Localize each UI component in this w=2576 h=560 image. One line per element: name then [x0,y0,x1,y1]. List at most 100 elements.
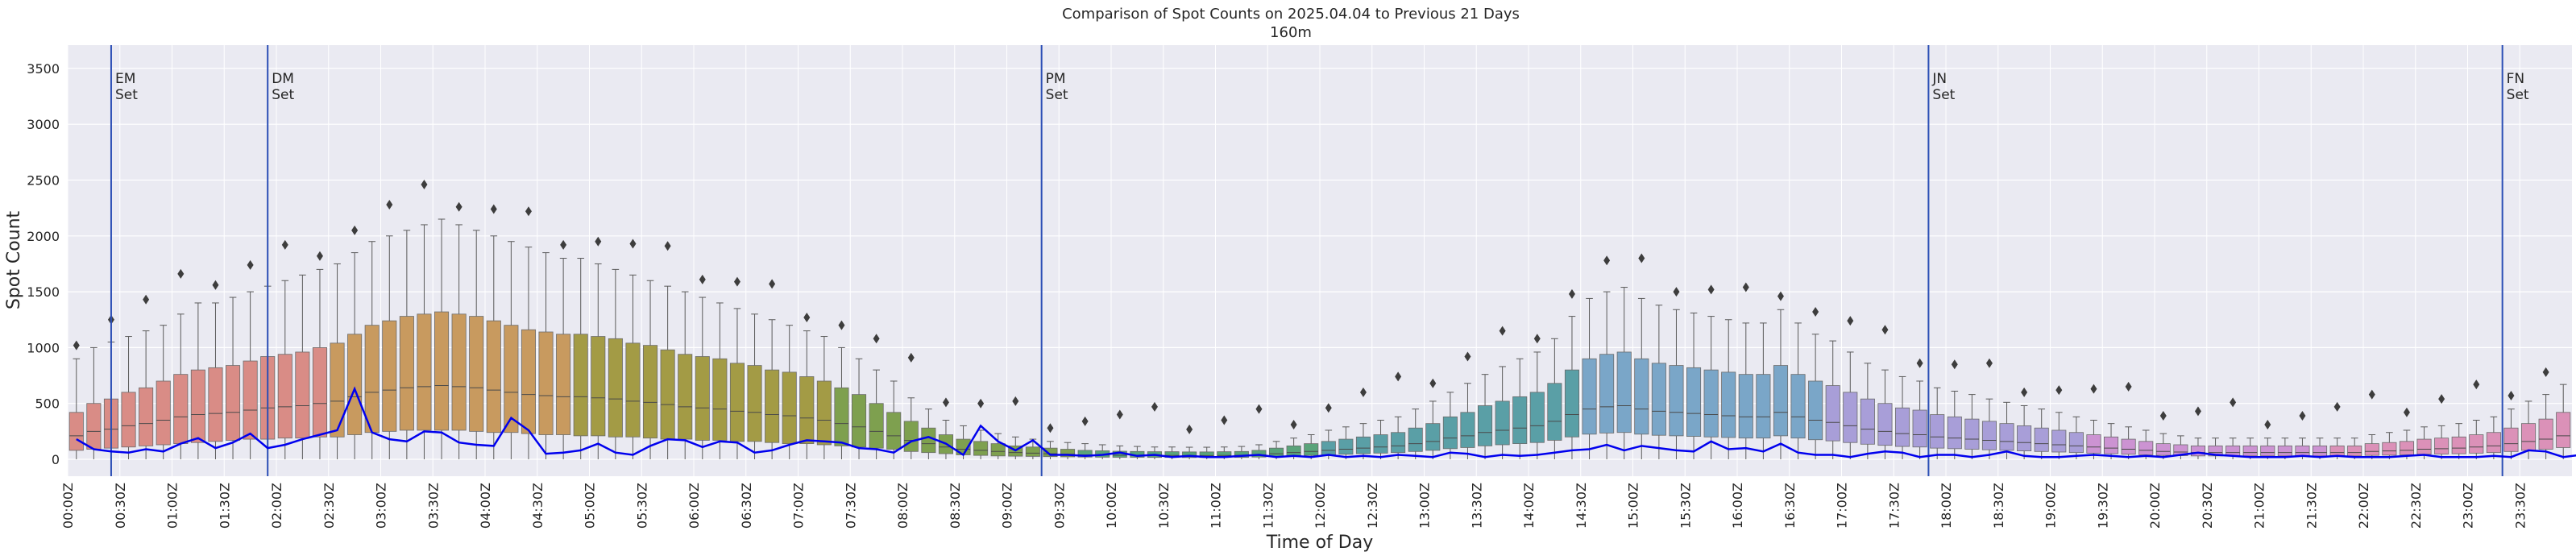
x-tick-label: 00:30Z [113,483,128,529]
x-tick-label: 04:00Z [478,483,493,529]
outlier-point [1742,282,1749,292]
x-tick-label: 23:00Z [2461,483,2476,529]
box-bin [68,412,84,451]
y-ticks: 0 500 1000 1500 2000 2500 3000 3500 [27,61,60,467]
event-label: Set [1046,87,1068,103]
box-bin [486,320,501,433]
x-tick-label: 14:00Z [1521,483,1537,529]
box-bin [1999,423,2014,451]
outlier-point [1533,334,1541,344]
box-bin [660,349,675,440]
outlier-point [1395,371,1402,382]
box-bin [765,369,780,443]
box-bin [1981,421,1997,450]
x-tick-label: 21:00Z [2252,483,2267,529]
box-bin [1060,449,1076,458]
outlier-point [2055,385,2063,396]
box-bin [1529,392,1545,443]
outlier-point [1151,401,1158,412]
box-bin [1425,423,1441,451]
box-bin [1495,400,1510,446]
outlier-point [942,397,949,408]
event-label: Set [272,87,294,103]
box-bin [2260,445,2275,457]
box-bin [2225,445,2241,457]
y-axis-label: Spot Count [4,210,24,309]
box-bin [816,380,832,446]
box-bin [1460,412,1475,448]
box-bin [625,342,641,438]
outlier-point [560,239,567,250]
outlier-point [2159,410,2167,421]
x-tick-label: 13:00Z [1417,483,1433,529]
outlier-point [1916,358,1923,368]
x-tick-label: 13:30Z [1469,483,1484,529]
box-bin [2068,432,2084,454]
outlier-point [1081,416,1089,426]
outlier-point [455,201,463,212]
outlier-point [1881,325,1889,335]
outlier-point [2125,381,2132,392]
outlier-point [2542,367,2549,377]
box-bin [608,338,623,438]
x-tick-label: 03:30Z [425,483,441,529]
box-bin [2329,445,2345,457]
x-tick-label: 09:30Z [1052,483,1067,529]
outlier-point [247,259,254,270]
box-bin [1547,383,1562,441]
outlier-point [769,279,776,289]
x-tick-label: 19:30Z [2095,483,2110,529]
x-tick-label: 04:30Z [530,483,545,529]
box-bin [2556,412,2571,448]
outlier-point [1325,403,1332,413]
box-bin [921,427,936,454]
x-tick-label: 20:30Z [2200,483,2215,529]
box-bin [1373,434,1388,454]
box-bin [1877,403,1893,446]
outlier-point [1290,420,1297,430]
box-bin [1825,385,1840,442]
box-bin [434,311,450,431]
box-bin [190,369,205,443]
box-bin [295,351,310,439]
event-label: EM [115,71,135,87]
box-bin [1843,392,1858,443]
box-bin [382,320,397,432]
outlier-point [1221,415,1228,425]
day-series [76,386,2576,458]
outlier-point [2264,420,2271,430]
box-bin [2364,443,2379,456]
outlier-point [351,225,359,235]
x-tick-label: 18:00Z [1939,483,1954,529]
box-bin [121,392,136,448]
outlier-point [803,312,811,322]
box-bin [990,443,1006,457]
box-bin [330,342,345,438]
box-bin [1391,432,1406,454]
box-bin [2399,441,2414,455]
x-tick-label: 10:00Z [1104,483,1119,529]
box-bin [1930,414,1945,449]
outlier-point [1707,284,1715,295]
box-bin [173,374,189,444]
box-bin [1721,371,1736,438]
x-tick-label: 23:30Z [2512,483,2528,529]
box-bin [747,365,762,442]
box-bin [1304,443,1319,456]
outlier-point [525,206,532,217]
event-label: PM [1046,71,1066,87]
box-bin [2382,442,2397,456]
box-bin [2051,429,2067,453]
y-tick-label: 1000 [27,340,60,355]
box-bin [799,376,815,444]
box-bin [2277,445,2292,457]
x-tick-label: 16:00Z [1730,483,1745,529]
box-bin [1043,447,1058,458]
outlier-point [1012,396,1019,406]
x-tick-label: 10:30Z [1156,483,1172,529]
box-bin [729,363,745,442]
box-bin [782,371,797,444]
box-bin [243,360,258,440]
outlier-point [421,180,428,190]
